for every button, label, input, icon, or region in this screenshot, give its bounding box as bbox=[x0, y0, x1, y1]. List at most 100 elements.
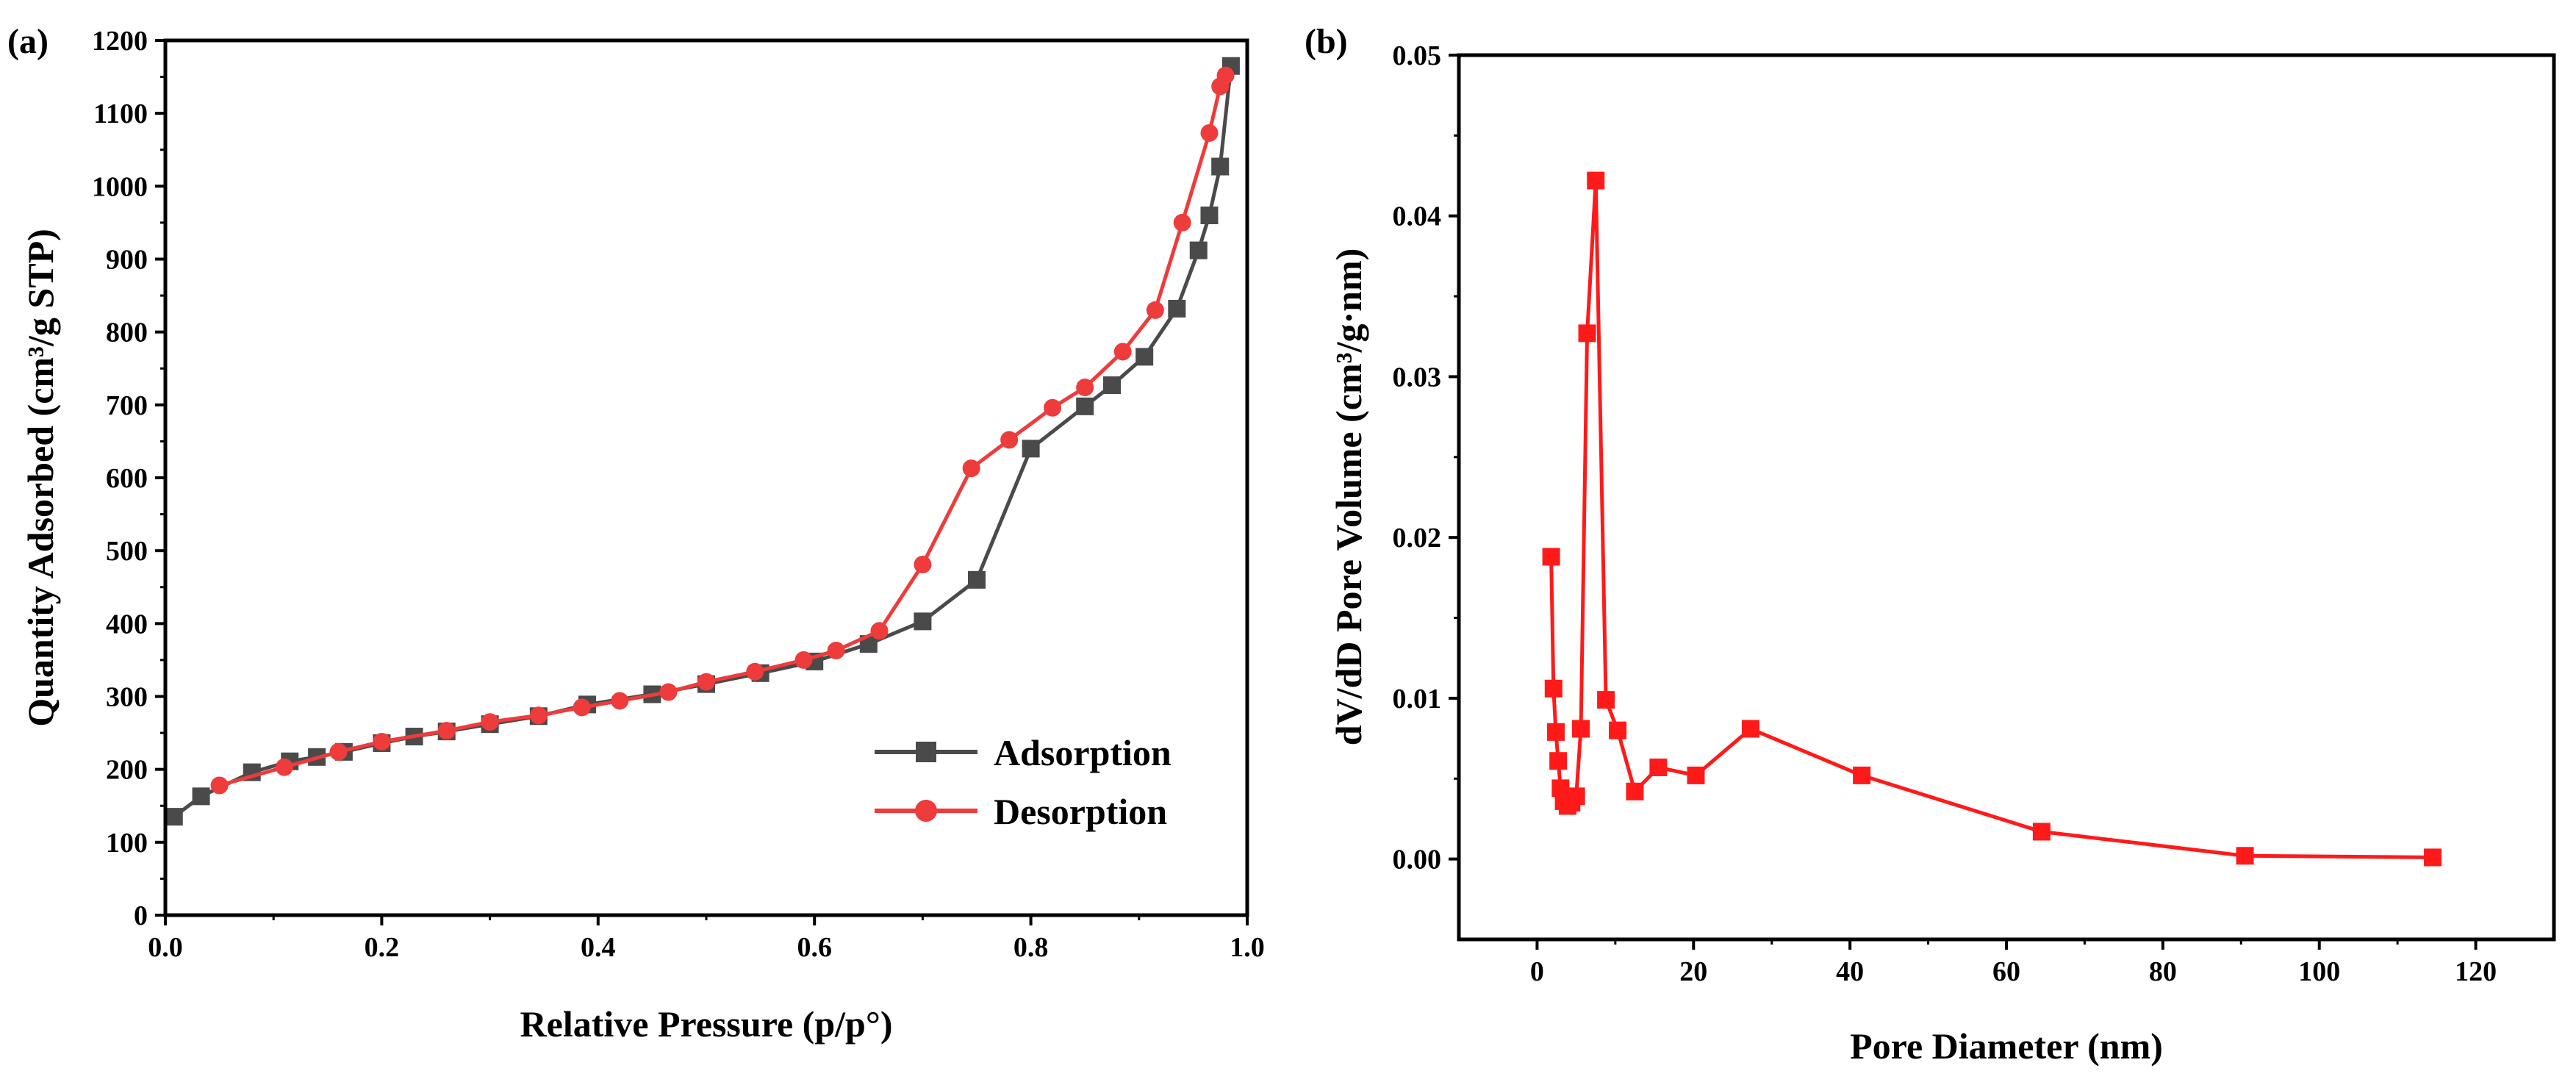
desorption-data-point bbox=[1146, 301, 1164, 319]
pore-size-distribution-data-point bbox=[1649, 758, 1668, 776]
adsorption-data-point bbox=[1168, 299, 1186, 318]
pore-size-distribution-data-point bbox=[2236, 847, 2254, 865]
panel-b-y-axis-title: dV/dD Pore Volume (cm³/g·nm) bbox=[1328, 248, 1369, 746]
y-tick-label: 0.01 bbox=[1393, 684, 1442, 714]
pore-size-distribution-data-point bbox=[1741, 720, 1759, 738]
panel-b-pore-size-chart: (b) 0 20 40 60 80 100 120 0.00 0.01 0.02 0.03 0.04 0… bbox=[1305, 22, 2556, 1067]
pore-size-distribution-data-point bbox=[1609, 721, 1627, 739]
y-tick-label: 200 bbox=[106, 755, 148, 786]
y-tick-label: 0.02 bbox=[1393, 523, 1442, 553]
panel-a-plot-frame bbox=[163, 38, 1249, 917]
legend-desorption-marker bbox=[915, 800, 937, 822]
desorption-data-point bbox=[329, 742, 348, 761]
desorption-data-point bbox=[746, 662, 764, 681]
y-tick-label: 1100 bbox=[93, 98, 148, 129]
legend-desorption-label: Desorption bbox=[994, 791, 1167, 832]
x-tick-label: 80 bbox=[2149, 956, 2177, 987]
y-tick-label: 1200 bbox=[92, 26, 148, 57]
x-tick-label: 0.6 bbox=[797, 932, 832, 963]
desorption-data-point bbox=[827, 642, 845, 660]
x-tick-label: 60 bbox=[1992, 956, 2020, 987]
y-tick-label: 0.00 bbox=[1393, 845, 1442, 875]
x-tick-label: 0.4 bbox=[581, 932, 616, 963]
adsorption-series-line bbox=[173, 65, 1233, 819]
desorption-data-point bbox=[1000, 431, 1019, 449]
x-tick-label: 0 bbox=[1530, 956, 1544, 987]
desorption-data-point bbox=[529, 706, 548, 725]
panel-b-x-axis-title: Pore Diameter (nm) bbox=[1850, 1025, 2163, 1067]
y-tick-label: 0.03 bbox=[1393, 362, 1442, 393]
pore-size-distribution-data-point bbox=[1853, 766, 1871, 784]
pore-size-distribution-data-point bbox=[1546, 723, 1565, 741]
x-tick-label: 100 bbox=[2298, 956, 2340, 987]
panel-a-x-axis-title: Relative Pressure (p/p°) bbox=[520, 1003, 893, 1045]
y-tick-label: 0.05 bbox=[1393, 40, 1442, 71]
desorption-data-point bbox=[611, 692, 629, 710]
adsorption-data-point bbox=[1211, 157, 1230, 176]
y-tick-label: 500 bbox=[106, 536, 148, 567]
panel-a-legend: Adsorption Desorption bbox=[875, 732, 1172, 832]
y-tick-label: 600 bbox=[106, 463, 148, 494]
desorption-data-point bbox=[659, 683, 678, 701]
desorption-data-point bbox=[1044, 398, 1062, 417]
y-tick-label: 300 bbox=[106, 682, 148, 713]
desorption-data-point bbox=[437, 722, 456, 740]
panel-b-plot-frame bbox=[1457, 53, 2556, 942]
panel-a-isotherm-chart: (a) 0.0 0.2 0.4 0.6 0.8 1.0 0 100 200 300 400 500 60… bbox=[7, 22, 1265, 1045]
adsorption-data-point bbox=[192, 787, 210, 806]
desorption-data-point bbox=[210, 776, 229, 795]
x-tick-label: 0.8 bbox=[1013, 932, 1049, 963]
y-tick-label: 400 bbox=[106, 609, 148, 639]
pore-size-distribution-data-point bbox=[1687, 766, 1705, 784]
desorption-data-point bbox=[275, 758, 293, 776]
adsorption-data-point bbox=[914, 612, 932, 631]
pore-size-distribution-data-point bbox=[1542, 548, 1560, 566]
desorption-data-point bbox=[481, 713, 499, 731]
legend-adsorption-marker bbox=[916, 742, 936, 762]
desorption-data-point bbox=[1113, 343, 1132, 361]
pore-size-distribution-data-point bbox=[2424, 848, 2442, 867]
desorption-data-point bbox=[373, 732, 391, 750]
panel-b-label: (b) bbox=[1305, 22, 1348, 61]
desorption-data-point bbox=[1076, 379, 1094, 397]
x-tick-label: 1.0 bbox=[1230, 932, 1265, 963]
y-tick-label: 800 bbox=[106, 318, 148, 348]
x-tick-label: 20 bbox=[1679, 956, 1707, 987]
adsorption-data-point bbox=[165, 808, 183, 826]
pore-size-distribution-series-line bbox=[1549, 179, 2433, 859]
adsorption-data-point bbox=[1022, 440, 1040, 458]
pore-size-distribution-data-point bbox=[1549, 752, 1568, 770]
y-tick-label: 100 bbox=[106, 828, 148, 859]
desorption-data-point bbox=[794, 651, 813, 669]
adsorption-data-point bbox=[1103, 376, 1121, 395]
adsorption-data-point bbox=[1189, 241, 1208, 259]
x-tick-label: 0.0 bbox=[148, 932, 183, 963]
legend-adsorption-label: Adsorption bbox=[994, 732, 1172, 773]
pore-size-distribution-data-point bbox=[1626, 782, 1644, 800]
adsorption-data-point bbox=[1200, 207, 1219, 224]
y-tick-label: 0.04 bbox=[1393, 201, 1442, 232]
desorption-series-line bbox=[218, 74, 1227, 787]
pore-size-distribution-data-point bbox=[1544, 679, 1563, 698]
panel-a-y-axis-title: Quantity Adsorbed (cm³/g STP) bbox=[20, 229, 61, 727]
desorption-data-point bbox=[962, 459, 980, 478]
desorption-data-point bbox=[697, 673, 715, 691]
adsorption-data-point bbox=[1135, 348, 1154, 366]
pore-size-distribution-data-point bbox=[1597, 691, 1615, 709]
x-tick-label: 40 bbox=[1836, 956, 1864, 987]
desorption-data-point bbox=[1200, 123, 1219, 142]
desorption-data-point bbox=[573, 698, 591, 717]
y-tick-label: 900 bbox=[106, 245, 148, 276]
desorption-data-point bbox=[870, 622, 889, 640]
desorption-data-point bbox=[914, 556, 932, 574]
y-tick-label: 1000 bbox=[92, 171, 148, 202]
pore-size-distribution-data-point bbox=[1587, 171, 1605, 190]
y-tick-label: 700 bbox=[106, 390, 148, 421]
x-tick-label: 0.2 bbox=[365, 932, 400, 963]
pore-size-distribution-data-point bbox=[1567, 787, 1585, 806]
x-tick-label: 120 bbox=[2455, 956, 2497, 987]
desorption-data-point bbox=[1216, 66, 1235, 85]
desorption-data-point bbox=[1173, 213, 1191, 232]
adsorption-data-point bbox=[1076, 397, 1094, 415]
